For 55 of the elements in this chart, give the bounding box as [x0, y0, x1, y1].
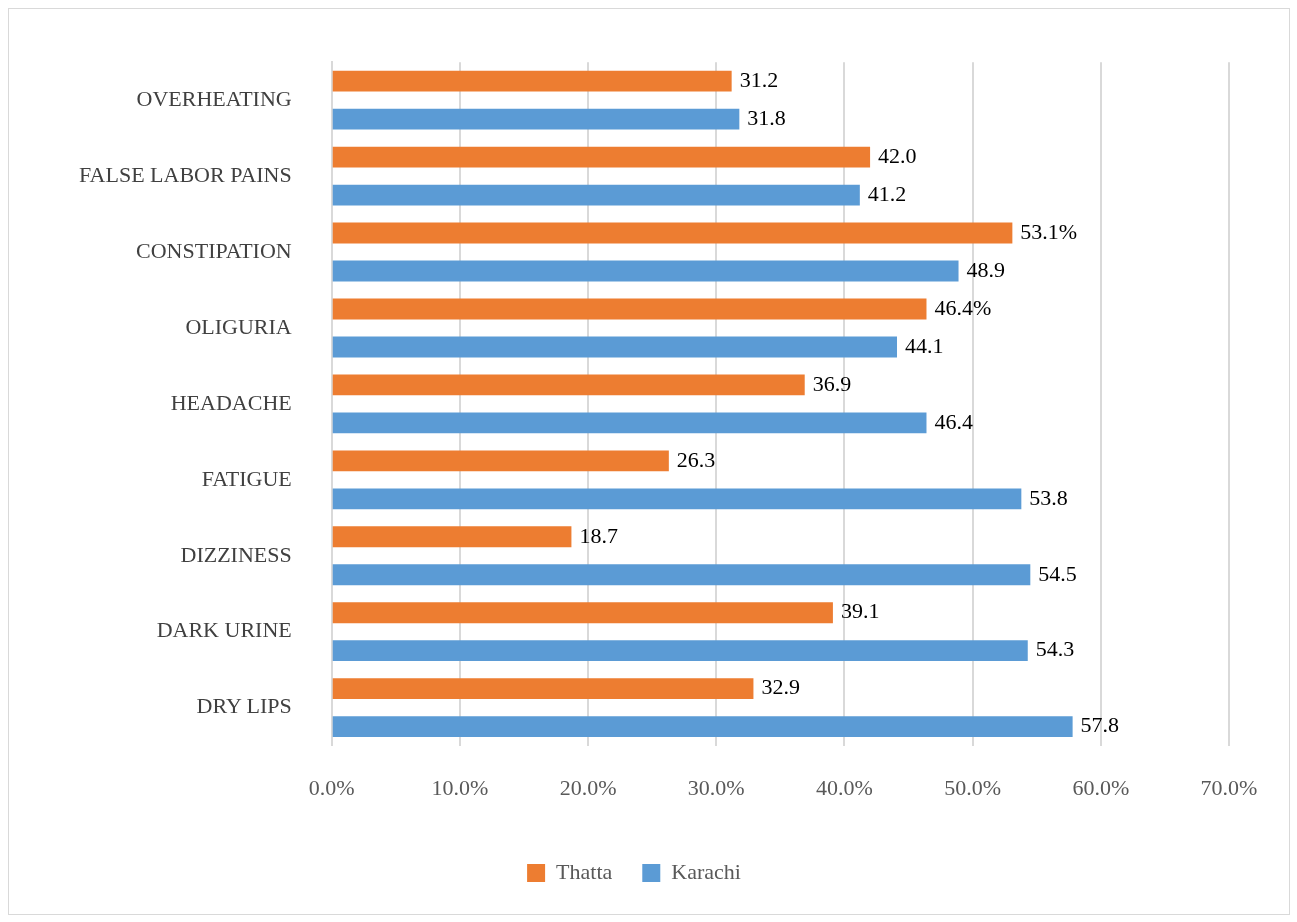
bar — [332, 374, 805, 396]
bar — [332, 298, 927, 320]
data-label: 44.1 — [905, 332, 944, 358]
bar — [332, 260, 959, 282]
y-tick-label: OVERHEATING — [136, 85, 292, 111]
data-label: 46.4 — [934, 408, 973, 434]
x-tick-label: 0.0% — [308, 774, 355, 800]
data-label: 36.9 — [812, 370, 852, 396]
data-label: 53.8 — [1029, 484, 1068, 510]
data-label: 32.9 — [761, 674, 800, 700]
data-label: 46.4% — [934, 294, 992, 320]
x-tick-label: 20.0% — [559, 774, 617, 800]
bar — [332, 716, 1073, 738]
data-label: 53.1% — [1020, 218, 1078, 244]
bar — [332, 336, 898, 358]
x-tick-label: 60.0% — [1072, 774, 1130, 800]
bar — [332, 108, 740, 130]
bar — [332, 222, 1013, 244]
data-label: 39.1 — [840, 598, 880, 624]
y-tick-label: DARK URINE — [156, 617, 292, 643]
y-tick-label: CONSTIPATION — [136, 237, 292, 263]
data-label: 41.2 — [867, 180, 907, 206]
bar — [332, 70, 732, 92]
bar — [332, 640, 1028, 662]
data-label: 31.2 — [739, 66, 779, 92]
x-tick-label: 40.0% — [816, 774, 873, 800]
bar — [332, 450, 669, 472]
bar — [332, 678, 754, 700]
data-label: 48.9 — [966, 256, 1006, 282]
bar — [332, 184, 860, 206]
data-label: 54.5 — [1038, 560, 1077, 586]
y-tick-label: FATIGUE — [201, 465, 292, 491]
y-tick-label: FALSE LABOR PAINS — [79, 161, 292, 187]
y-tick-label: DIZZINESS — [180, 541, 292, 567]
x-tick-label: 10.0% — [431, 774, 489, 800]
legend-label: Karachi — [671, 858, 741, 884]
data-label: 18.7 — [579, 522, 618, 548]
bar — [332, 412, 927, 434]
bar — [332, 146, 871, 168]
data-label: 31.8 — [747, 104, 786, 130]
bar — [332, 602, 833, 624]
legend-label: Thatta — [556, 858, 613, 884]
x-tick-label: 70.0% — [1200, 774, 1258, 800]
x-tick-label: 50.0% — [944, 774, 1002, 800]
bar — [332, 564, 1031, 586]
data-label: 26.3 — [676, 446, 716, 472]
bar — [332, 488, 1022, 510]
data-label: 57.8 — [1080, 712, 1120, 738]
y-tick-label: DRY LIPS — [196, 693, 292, 719]
data-label: 54.3 — [1035, 636, 1075, 662]
x-tick-label: 30.0% — [687, 774, 745, 800]
data-label: 42.0 — [878, 142, 917, 168]
y-tick-label: HEADACHE — [170, 389, 292, 415]
bar — [332, 526, 572, 548]
y-tick-label: OLIGURIA — [185, 313, 292, 339]
